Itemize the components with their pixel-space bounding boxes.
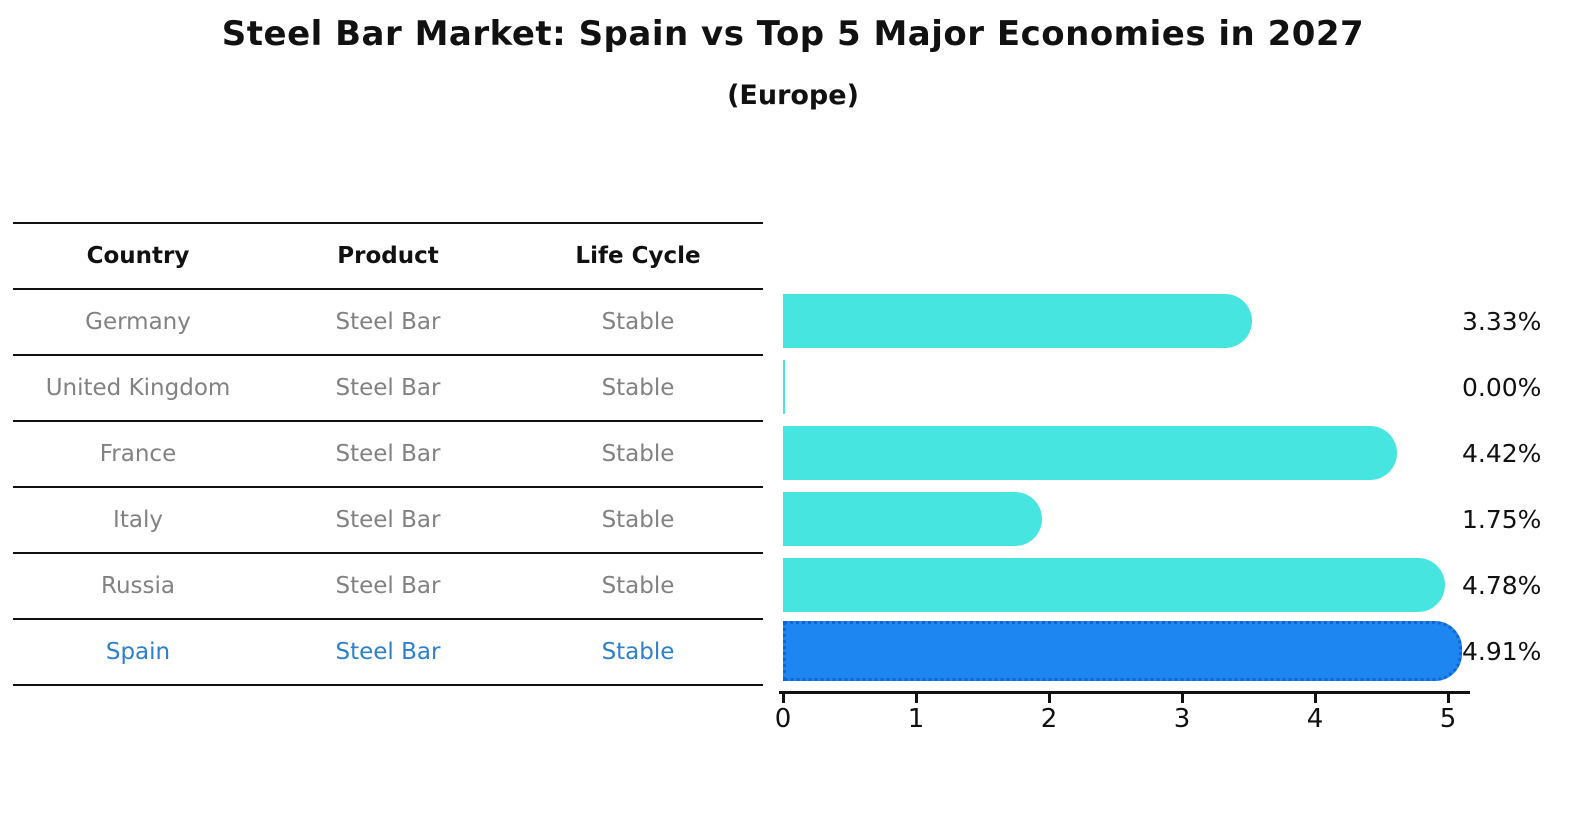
x-tick-mark	[1447, 694, 1450, 703]
country-cell: Italy	[113, 507, 163, 533]
x-tick-label: 5	[1439, 704, 1457, 734]
life-cycle-cell: Stable	[601, 309, 675, 335]
life-cycle-cell: Stable	[601, 639, 675, 665]
table-row-united-kingdom: United Kingdom Steel Bar Stable	[13, 356, 763, 422]
x-tick-label: 3	[1173, 704, 1191, 734]
life-cycle-cell: Stable	[601, 441, 675, 467]
bar-row	[783, 288, 1470, 354]
bar-row	[783, 354, 1470, 420]
life-cycle-cell: Stable	[601, 507, 675, 533]
life-cycle-cell: Stable	[601, 375, 675, 401]
table-row-italy: Italy Steel Bar Stable	[13, 488, 763, 554]
bar-row	[783, 486, 1470, 552]
life-cycle-cell: Stable	[601, 573, 675, 599]
x-tick-label: 0	[774, 704, 792, 734]
table-row-russia: Russia Steel Bar Stable	[13, 554, 763, 620]
x-tick-mark	[915, 694, 918, 703]
bar-france	[783, 426, 1397, 480]
table-row-spain: Spain Steel Bar Stable	[13, 620, 763, 686]
x-tick-label: 1	[907, 704, 925, 734]
bar-spain	[783, 621, 1463, 681]
bar-russia	[783, 558, 1445, 612]
column-header-product: Product	[337, 243, 439, 269]
x-tick-mark	[1314, 694, 1317, 703]
value-labels: 3.33% 0.00% 4.42% 1.75% 4.78% 4.91%	[1462, 288, 1582, 684]
column-header-life-cycle: Life Cycle	[575, 243, 701, 269]
product-cell: Steel Bar	[335, 441, 441, 467]
product-cell: Steel Bar	[335, 573, 441, 599]
bar-row	[783, 420, 1470, 486]
value-label-italy: 1.75%	[1462, 504, 1542, 534]
bar-row	[783, 618, 1470, 684]
value-label-spain: 4.91%	[1462, 636, 1542, 666]
x-tick-label: 2	[1040, 704, 1058, 734]
value-label-france: 4.42%	[1462, 438, 1542, 468]
bar-united-kingdom	[783, 360, 785, 414]
country-cell: Russia	[101, 573, 175, 599]
product-cell: Steel Bar	[335, 507, 441, 533]
country-cell: Germany	[85, 309, 191, 335]
country-cell: United Kingdom	[45, 375, 231, 401]
x-tick-label: 4	[1306, 704, 1324, 734]
bar-italy	[783, 492, 1042, 546]
product-cell: Steel Bar	[335, 639, 441, 665]
bar-chart	[783, 288, 1470, 684]
value-label-united-kingdom: 0.00%	[1462, 372, 1542, 402]
country-table: Country Product Life Cycle Germany Steel…	[13, 222, 763, 686]
x-tick-mark	[1181, 694, 1184, 703]
x-axis-line	[779, 691, 1470, 694]
product-cell: Steel Bar	[335, 375, 441, 401]
bar-row	[783, 552, 1470, 618]
value-label-russia: 4.78%	[1462, 570, 1542, 600]
value-label-germany: 3.33%	[1462, 306, 1542, 336]
table-row-france: France Steel Bar Stable	[13, 422, 763, 488]
table-header-row: Country Product Life Cycle	[13, 224, 763, 290]
country-cell: France	[99, 441, 177, 467]
column-header-country: Country	[86, 243, 190, 269]
product-cell: Steel Bar	[335, 309, 441, 335]
country-cell: Spain	[105, 639, 171, 665]
chart-title: Steel Bar Market: Spain vs Top 5 Major E…	[221, 14, 1365, 54]
table-row-germany: Germany Steel Bar Stable	[13, 290, 763, 356]
x-tick-mark	[782, 694, 785, 703]
bar-germany	[783, 294, 1252, 348]
x-tick-mark	[1048, 694, 1051, 703]
chart-subtitle: (Europe)	[727, 80, 859, 111]
